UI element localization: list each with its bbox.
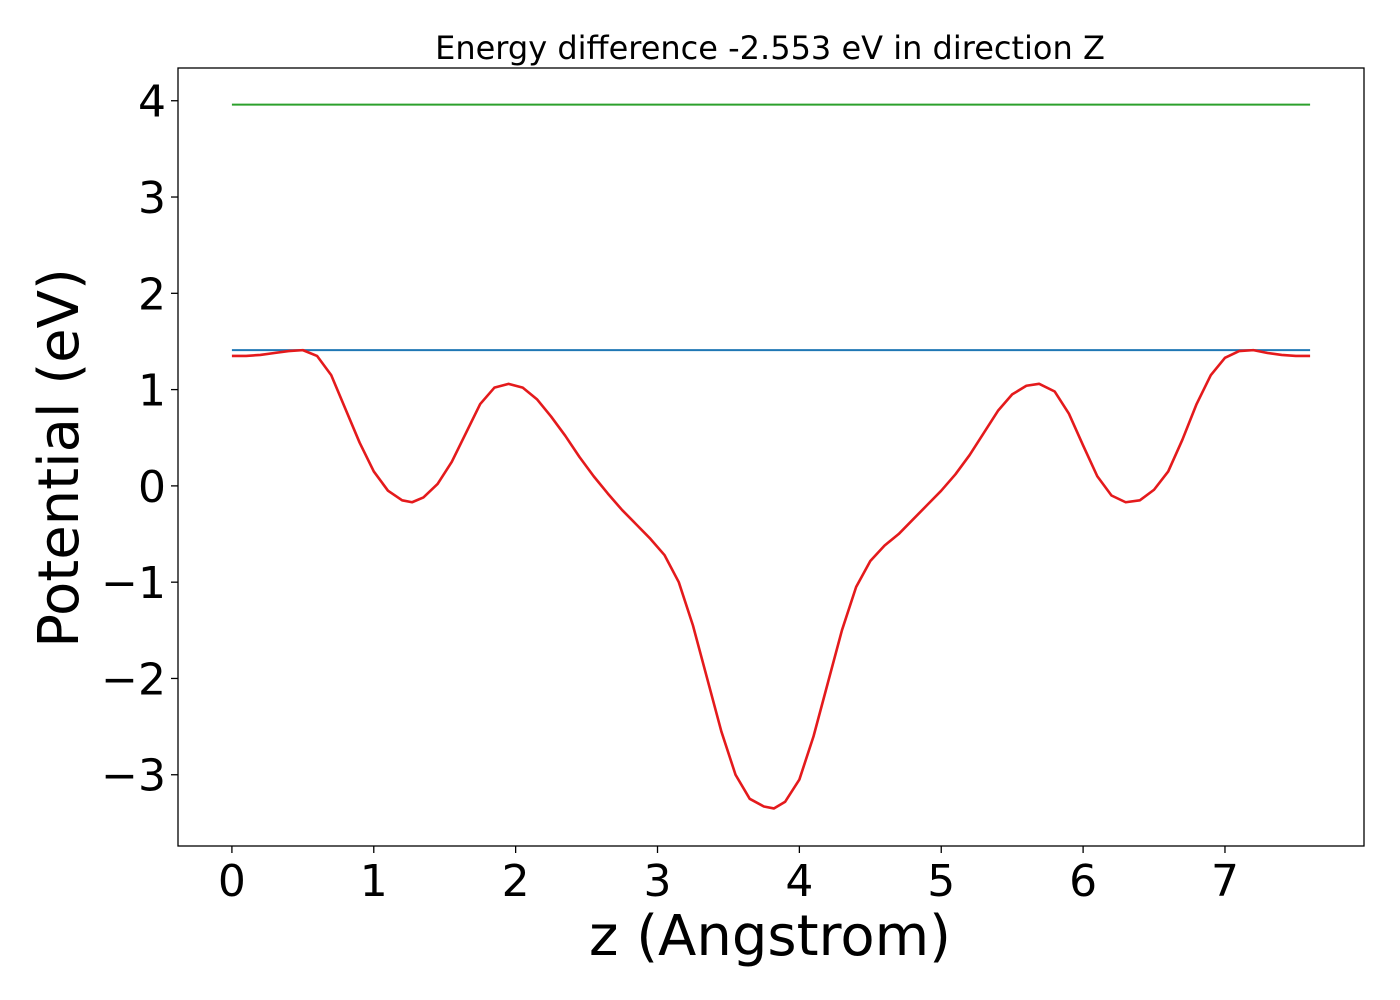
x-tick-label: 1 [360, 856, 388, 907]
x-tick-label: 3 [644, 856, 672, 907]
x-axis-ticks: 0 1 2 3 4 5 6 7 [218, 846, 1239, 907]
y-tick-label: 4 [138, 77, 166, 128]
potential-curve-line [231, 348, 1311, 810]
y-tick-label: 3 [138, 173, 166, 224]
x-tick-label: 0 [218, 856, 246, 907]
x-axis-label: z (Angstrom) [589, 904, 951, 969]
y-tick-label: 0 [138, 462, 166, 513]
y-tick-label: 2 [138, 269, 166, 320]
y-axis-label: Potential (eV) [27, 268, 92, 648]
y-tick-label: −3 [101, 751, 166, 802]
series-layer [231, 103, 1311, 810]
y-tick-label: −1 [101, 558, 166, 609]
y-tick-label: −2 [101, 654, 166, 705]
x-tick-label: 2 [502, 856, 530, 907]
x-tick-label: 7 [1211, 856, 1239, 907]
chart-title: Energy difference -2.553 eV in direction… [435, 29, 1105, 67]
x-tick-label: 4 [785, 856, 813, 907]
y-tick-label: 1 [138, 366, 166, 417]
plot-area-frame [177, 67, 1365, 847]
y-axis-ticks: −3 −2 −1 0 1 2 3 4 [101, 77, 178, 802]
x-tick-label: 5 [927, 856, 955, 907]
x-tick-label: 6 [1069, 856, 1097, 907]
